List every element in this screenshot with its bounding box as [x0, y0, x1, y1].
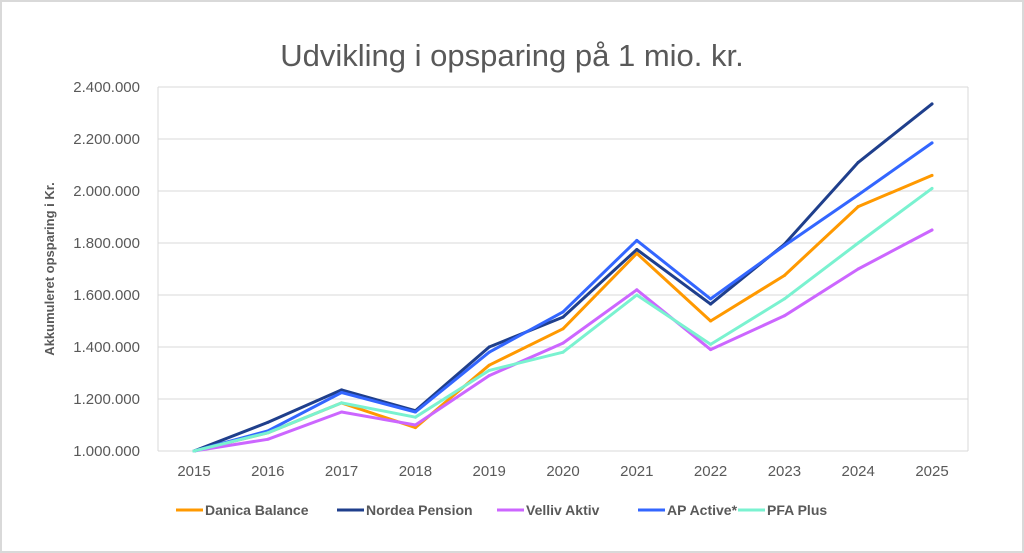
- data-point: [266, 431, 270, 435]
- chart-title: Udvikling i opsparing på 1 mio. kr.: [280, 38, 744, 73]
- data-point: [413, 415, 417, 419]
- data-point: [340, 410, 344, 414]
- legend-label: AP Active*: [667, 502, 738, 518]
- data-point: [635, 293, 639, 297]
- x-tick-label: 2016: [251, 463, 284, 480]
- data-point: [487, 350, 491, 354]
- y-tick-label: 2.400.000: [73, 79, 140, 96]
- data-point: [635, 238, 639, 242]
- data-point: [856, 205, 860, 209]
- data-point: [930, 102, 934, 106]
- data-point: [709, 342, 713, 346]
- data-point: [856, 241, 860, 245]
- x-tick-label: 2017: [325, 463, 358, 480]
- data-point: [635, 251, 639, 255]
- data-point: [782, 297, 786, 301]
- data-point: [782, 314, 786, 318]
- x-tick-label: 2023: [768, 463, 801, 480]
- y-tick-label: 1.800.000: [73, 235, 140, 252]
- data-point: [340, 388, 344, 392]
- data-point: [413, 423, 417, 427]
- data-point: [413, 426, 417, 430]
- data-point: [782, 274, 786, 277]
- y-axis-label: Akkumuleret opsparing i Kr.: [42, 182, 57, 355]
- data-point: [930, 186, 934, 190]
- data-point: [709, 297, 713, 301]
- data-point: [856, 267, 860, 271]
- data-point: [561, 350, 565, 354]
- legend-label: Nordea Pension: [366, 502, 473, 518]
- data-point: [413, 410, 417, 414]
- data-point: [561, 310, 565, 314]
- legend-label: PFA Plus: [767, 502, 827, 518]
- y-tick-label: 1.000.000: [73, 443, 140, 460]
- data-point: [266, 420, 270, 424]
- data-point: [487, 345, 491, 349]
- data-point: [709, 348, 713, 352]
- y-tick-label: 1.600.000: [73, 287, 140, 304]
- data-point: [856, 193, 860, 197]
- data-point: [635, 288, 639, 292]
- data-point: [340, 391, 344, 394]
- data-point: [709, 302, 713, 306]
- data-point: [487, 368, 491, 372]
- x-tick-label: 2019: [473, 463, 506, 480]
- x-tick-label: 2015: [177, 463, 210, 480]
- y-tick-label: 1.200.000: [73, 391, 140, 408]
- x-tick-label: 2020: [546, 463, 579, 480]
- data-point: [561, 327, 565, 331]
- data-point: [709, 319, 713, 323]
- x-tick-label: 2024: [842, 463, 875, 480]
- legend-label: Danica Balance: [205, 502, 309, 518]
- data-point: [930, 141, 934, 145]
- x-tick-label: 2022: [694, 463, 727, 480]
- data-point: [856, 160, 860, 164]
- y-tick-label: 2.000.000: [73, 183, 140, 200]
- x-tick-label: 2018: [399, 463, 432, 480]
- data-point: [487, 363, 491, 367]
- x-tick-label: 2025: [915, 463, 948, 480]
- data-point: [192, 449, 196, 453]
- data-point: [930, 228, 934, 232]
- data-point: [561, 341, 565, 345]
- data-point: [930, 173, 934, 177]
- y-tick-label: 1.400.000: [73, 339, 140, 356]
- data-point: [266, 437, 270, 441]
- legend-label: Velliv Aktiv: [526, 502, 600, 518]
- data-point: [340, 401, 344, 405]
- y-tick-label: 2.200.000: [73, 131, 140, 148]
- data-point: [561, 315, 565, 319]
- data-point: [635, 248, 639, 251]
- data-point: [487, 374, 491, 378]
- x-tick-label: 2021: [620, 463, 653, 480]
- data-point: [782, 244, 786, 248]
